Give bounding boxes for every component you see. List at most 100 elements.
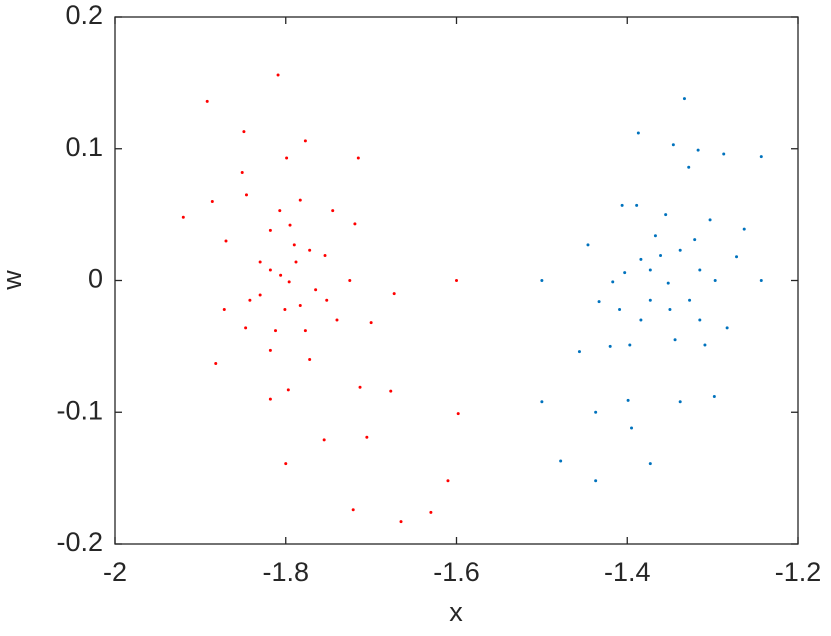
point [713, 279, 717, 282]
point [258, 293, 262, 297]
point [540, 279, 544, 282]
point [358, 385, 362, 389]
point [303, 329, 307, 333]
x-tick-label: -1.4 [604, 557, 651, 587]
point [268, 268, 272, 272]
point [639, 257, 643, 261]
point [244, 193, 248, 197]
point [244, 326, 248, 330]
point [698, 318, 702, 322]
point [597, 300, 601, 304]
point [671, 143, 675, 147]
point [678, 248, 682, 252]
point [668, 307, 672, 311]
point [276, 73, 280, 77]
point [628, 343, 632, 347]
point [242, 130, 246, 134]
point [348, 279, 352, 282]
point [268, 228, 272, 232]
point [698, 268, 702, 272]
point [759, 279, 763, 282]
point [630, 426, 634, 430]
point [703, 343, 707, 347]
point [392, 292, 396, 296]
point [659, 253, 663, 257]
point [308, 358, 312, 362]
x-tick-label: -1.6 [433, 557, 480, 587]
x-axis-label: x [449, 597, 463, 627]
point [331, 209, 335, 213]
point [258, 260, 262, 264]
point [210, 199, 214, 203]
point [284, 462, 288, 466]
point [365, 435, 369, 439]
point [540, 400, 544, 404]
point [298, 304, 302, 308]
point [626, 398, 630, 402]
point [285, 156, 289, 160]
point [353, 222, 357, 226]
point [594, 479, 598, 483]
point [682, 97, 686, 101]
point [446, 479, 450, 483]
point [693, 238, 697, 242]
point [735, 255, 739, 259]
y-axis-label: w [0, 270, 27, 291]
point [688, 298, 692, 302]
point [712, 394, 716, 398]
point [181, 215, 185, 219]
point [742, 227, 746, 231]
point [279, 273, 283, 277]
x-tick-label: -1.8 [262, 557, 309, 587]
point [287, 280, 291, 284]
point [696, 148, 700, 152]
point [586, 243, 590, 247]
point [292, 243, 296, 247]
y-tick-label: -0.2 [56, 527, 103, 557]
point [608, 344, 612, 348]
point [268, 348, 272, 352]
point [322, 438, 326, 442]
point [314, 288, 318, 292]
point [725, 326, 729, 330]
point [399, 520, 403, 524]
point [623, 271, 627, 275]
point [286, 388, 290, 392]
point [635, 203, 639, 207]
y-tick-label: 0.2 [65, 0, 103, 30]
point [456, 412, 460, 416]
point [618, 307, 622, 311]
point [268, 397, 272, 401]
y-tick-label: 0 [88, 264, 103, 294]
y-tick-label: -0.1 [56, 395, 103, 425]
point [274, 329, 278, 333]
point [620, 203, 624, 207]
point [369, 321, 373, 325]
point [325, 298, 329, 302]
point [283, 307, 287, 311]
point [673, 338, 677, 342]
point [611, 280, 615, 284]
point [356, 156, 360, 160]
point [666, 281, 670, 285]
point [294, 260, 298, 264]
point [351, 508, 355, 512]
point [664, 213, 668, 217]
point [298, 198, 302, 202]
point [653, 234, 657, 238]
point [636, 131, 640, 135]
point [308, 248, 312, 252]
point [559, 459, 563, 463]
point [648, 462, 652, 466]
point [678, 400, 682, 404]
point [303, 139, 307, 143]
point [335, 318, 339, 322]
point [594, 410, 598, 414]
point [288, 223, 292, 227]
point [455, 279, 458, 282]
point [577, 350, 581, 354]
point [759, 155, 763, 159]
point [722, 152, 726, 156]
point [248, 298, 252, 302]
